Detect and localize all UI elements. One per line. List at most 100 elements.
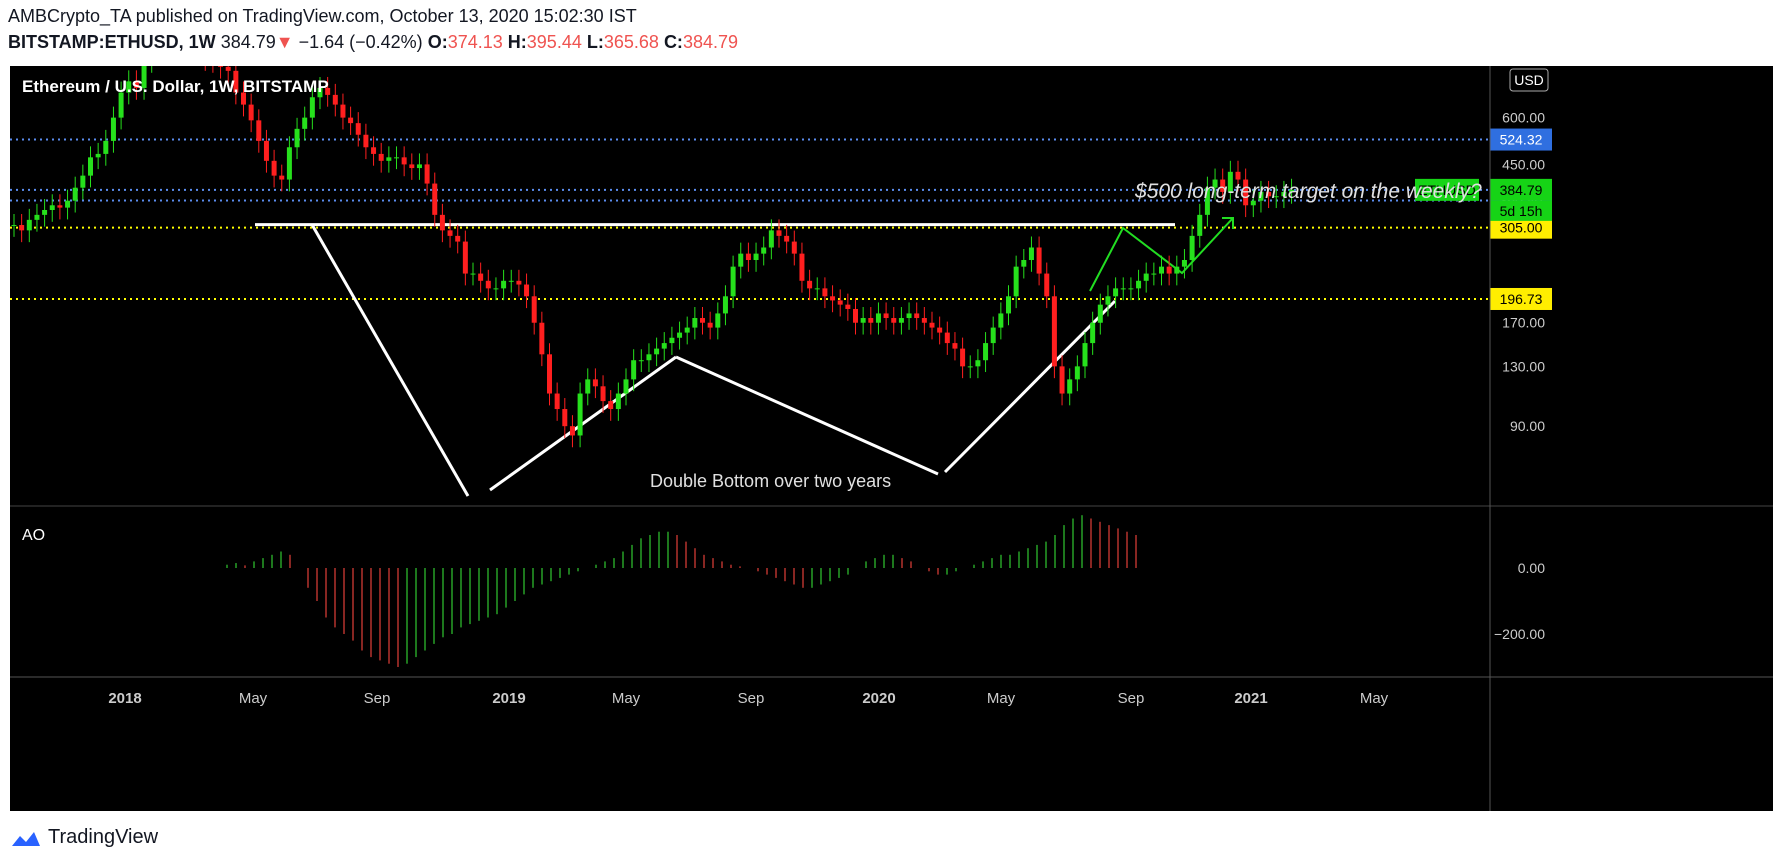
time-tick-6: 2020 (862, 690, 895, 707)
price-tick-7: 90.00 (1510, 418, 1545, 434)
candle-body (730, 266, 736, 297)
candle-body (875, 313, 881, 323)
brand-label: TradingView (48, 826, 159, 848)
candle-body (799, 253, 805, 281)
chart-text: Ethereum / U.S. Dollar, 1W, BITSTAMP AO … (22, 77, 1482, 544)
candle-body (1166, 266, 1172, 274)
candle-body (983, 343, 989, 361)
candle-body (49, 205, 55, 210)
last-price: 384.79 (220, 32, 276, 52)
candle-body (745, 253, 751, 261)
candle-body (569, 426, 575, 436)
candle-body (623, 379, 629, 394)
candle-body (462, 241, 468, 274)
candle-body (868, 318, 874, 323)
candle-body (784, 235, 790, 242)
candle-body (65, 200, 71, 208)
candle-body (692, 318, 698, 328)
level-tag-bg-2 (1490, 216, 1552, 239)
candle-body (309, 97, 315, 118)
candles (11, 0, 1295, 448)
candle-body (386, 157, 392, 161)
candle-body (493, 288, 499, 290)
candle-body (822, 288, 828, 297)
candle-body (103, 140, 109, 154)
candle-body (891, 318, 897, 323)
candle-body (508, 280, 514, 282)
time-tick-2: Sep (364, 690, 391, 707)
time-tick-7: May (987, 690, 1016, 707)
candle-body (447, 230, 453, 236)
time-tick-10: May (1360, 690, 1389, 707)
candle-body (110, 117, 116, 141)
time-tick-5: Sep (738, 690, 765, 707)
candle-body (1181, 260, 1187, 267)
target-annotation: $500 long-term target on the weekly? (1134, 180, 1482, 203)
candle-body (585, 379, 591, 394)
candle-body (57, 205, 63, 208)
price-tick-6: 130.00 (1502, 358, 1545, 374)
candle-body (11, 225, 17, 227)
candle-body (1036, 247, 1042, 274)
candle-body (248, 104, 254, 121)
candle-body (271, 160, 277, 176)
candle-body (470, 273, 476, 275)
candle-body (95, 153, 101, 158)
candle-body (914, 313, 920, 319)
candle-body (1197, 214, 1203, 236)
candle-body (837, 300, 843, 305)
candle-body (424, 164, 430, 184)
candle-body (378, 153, 384, 161)
candle-body (1044, 273, 1050, 297)
footer-brand[interactable]: TradingView (10, 826, 158, 849)
time-tick-4: May (612, 690, 641, 707)
candle-body (1067, 379, 1073, 394)
chart-legend: Ethereum / U.S. Dollar, 1W, BITSTAMP (22, 77, 329, 96)
level-tag-0: 524.32 (1500, 132, 1543, 148)
pattern-leg-3 (675, 355, 939, 476)
candle-body (929, 322, 935, 328)
candle-body (363, 134, 369, 148)
candle-body (133, 81, 139, 88)
candle-body (539, 322, 545, 355)
candle-body (279, 175, 285, 180)
candle-body (738, 253, 744, 267)
time-tick-1: May (239, 690, 268, 707)
price-tick-4: 450.00 (1502, 156, 1545, 172)
price-tick-5: 170.00 (1502, 315, 1545, 331)
pattern-leg-4 (943, 299, 1117, 474)
countdown-tag: 5d 15h (1500, 203, 1543, 219)
candle-body (516, 280, 522, 285)
candle-body (600, 386, 606, 402)
candle-body (348, 117, 354, 124)
candle-body (830, 296, 836, 301)
candle-body (126, 81, 132, 93)
candle-body (1120, 288, 1126, 290)
candle-body (1258, 191, 1264, 201)
candle-body (80, 175, 86, 188)
candle-body (455, 235, 461, 242)
candle-body (845, 304, 851, 309)
candle-body (768, 230, 774, 248)
candle-body (883, 313, 889, 319)
candle-body (975, 360, 981, 367)
candle-body (1128, 288, 1134, 290)
candle-body (814, 288, 820, 290)
time-tick-9: 2021 (1234, 690, 1267, 707)
high-value: 395.44 (526, 32, 582, 52)
candle-body (638, 360, 644, 362)
candle-body (1235, 171, 1241, 180)
projection-path (1089, 217, 1234, 292)
axes: 1600.001200.00900.00600.00450.00170.0013… (10, 0, 1773, 811)
ao-tick-1: −200.00 (1494, 626, 1545, 642)
candle-body (1151, 273, 1157, 275)
ao-tick-0: 0.00 (1518, 560, 1545, 576)
candle-body (608, 401, 614, 410)
candle-body (478, 273, 484, 281)
time-tick-3: 2019 (492, 690, 525, 707)
low-value: 365.68 (603, 32, 659, 52)
candle-body (615, 393, 621, 410)
candle-body (1289, 189, 1295, 192)
